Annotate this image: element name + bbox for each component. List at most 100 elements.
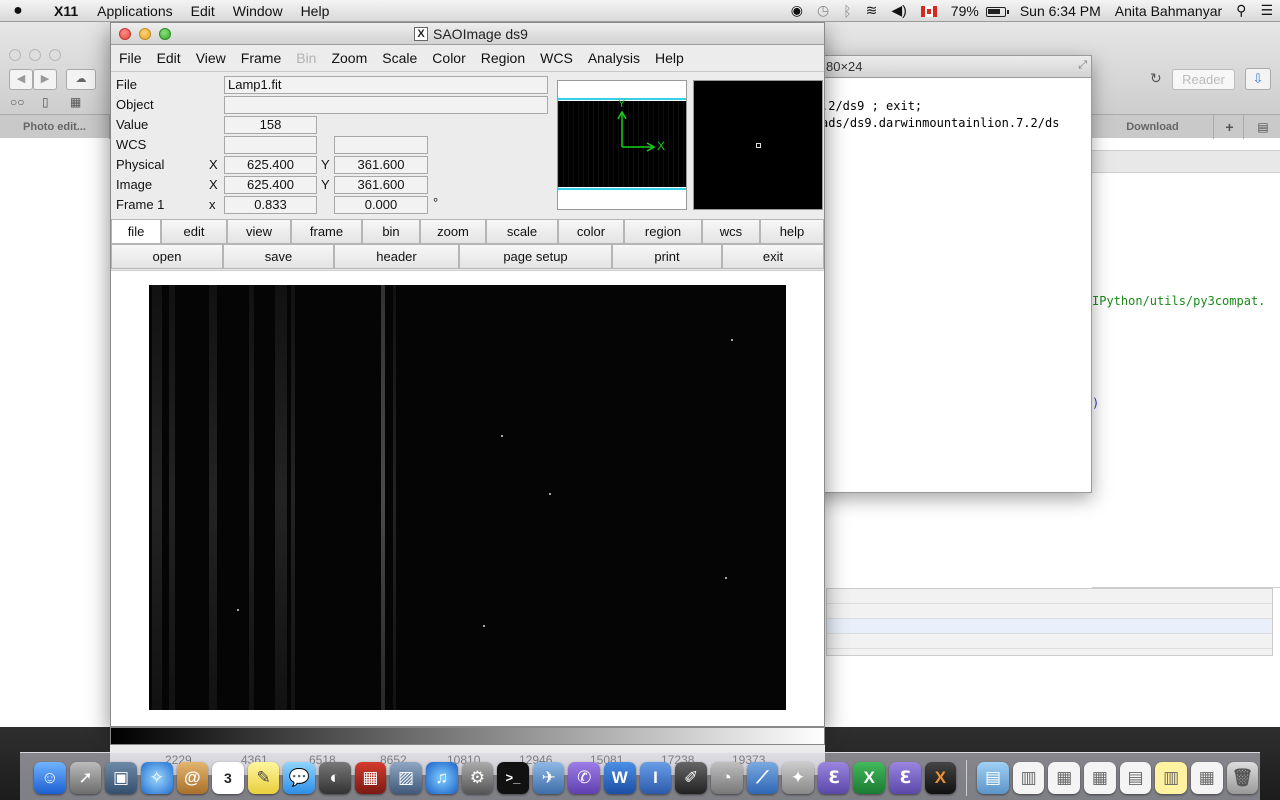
downloads-stack-icon[interactable]: ▤ xyxy=(977,762,1009,794)
fits-image[interactable] xyxy=(149,285,786,710)
keynote-icon[interactable]: ⟋ xyxy=(746,762,779,794)
system-preferences-icon[interactable]: ⚙ xyxy=(461,762,494,794)
safari-icon[interactable]: ✧ xyxy=(140,762,173,794)
emacs2-icon[interactable]: ℇ xyxy=(889,762,921,794)
browser-minimize-button[interactable] xyxy=(29,49,41,61)
btn-file[interactable]: file xyxy=(111,219,161,244)
iphoto-icon[interactable]: ▨ xyxy=(390,762,422,794)
ds9-window[interactable]: X SAOImage ds9 File Edit View Frame Bin … xyxy=(110,22,825,727)
tab-overview-icon[interactable]: ▤ xyxy=(1257,120,1269,134)
btn-header[interactable]: header xyxy=(334,244,459,269)
btn-exit[interactable]: exit xyxy=(722,244,824,269)
word-icon[interactable]: W xyxy=(604,762,636,794)
menu-help[interactable]: Help xyxy=(654,50,684,66)
btn-region[interactable]: region xyxy=(624,219,702,244)
tab-download[interactable]: Download xyxy=(1092,115,1214,139)
x11-icon[interactable]: X xyxy=(924,762,957,794)
photo-icon[interactable]: ▦ xyxy=(354,762,387,794)
btn-bin[interactable]: bin xyxy=(362,219,420,244)
reading-list-icon[interactable]: ○○ xyxy=(10,95,25,109)
documents-stack-icon[interactable]: ▥ xyxy=(1012,762,1045,794)
launchpad-icon[interactable]: ➚ xyxy=(69,762,102,794)
python-icon[interactable]: ✦ xyxy=(782,762,814,794)
documents-stack-icon[interactable]: ▦ xyxy=(1084,762,1116,794)
colorbar[interactable] xyxy=(110,727,825,745)
back-icon[interactable]: ◀ xyxy=(9,69,33,90)
menu-edit[interactable]: Edit xyxy=(190,2,215,19)
menu-scale[interactable]: Scale xyxy=(382,50,418,66)
viber-icon[interactable]: ✆ xyxy=(568,762,600,794)
battery-icon[interactable] xyxy=(985,3,1013,19)
btn-print[interactable]: print xyxy=(612,244,722,269)
time-machine-icon[interactable]: ◷ xyxy=(817,2,830,18)
menu-view[interactable]: View xyxy=(195,50,226,66)
bookmarks-icon[interactable]: ▯ xyxy=(42,95,49,109)
icloud-icon[interactable]: ☁ xyxy=(66,69,96,90)
menu-applications[interactable]: Applications xyxy=(97,2,173,19)
btn-scale[interactable]: scale xyxy=(486,219,558,244)
terminal-icon[interactable]: >_ xyxy=(497,762,529,794)
bluetooth-icon[interactable]: ᛒ xyxy=(843,2,852,19)
menu-window[interactable]: Window xyxy=(232,2,283,19)
downloads-icon[interactable]: ⇩ xyxy=(1245,68,1271,90)
forward-icon[interactable]: ▶ xyxy=(33,69,57,90)
panner[interactable]: Y X xyxy=(557,80,687,210)
notification-center-icon[interactable]: ☰ xyxy=(1260,2,1273,18)
wifi-icon[interactable]: ≋ xyxy=(865,2,878,18)
top-sites-icon[interactable]: ▦ xyxy=(70,95,82,109)
browser-close-button[interactable] xyxy=(9,49,21,61)
menu-edit[interactable]: Edit xyxy=(156,50,181,66)
documents-stack-icon[interactable]: ▦ xyxy=(1048,762,1081,794)
image-canvas[interactable] xyxy=(111,270,824,726)
ds9-titlebar[interactable]: X SAOImage ds9 xyxy=(111,23,824,45)
documents-stack-icon[interactable]: ▦ xyxy=(1190,762,1223,794)
input-source-flag-icon[interactable] xyxy=(914,3,944,19)
photo-booth-icon[interactable]: ◐ xyxy=(319,762,351,794)
browser-zoom-button[interactable] xyxy=(49,49,61,61)
menu-color[interactable]: Color xyxy=(432,50,466,66)
btn-view[interactable]: view xyxy=(227,219,291,244)
btn-page-setup[interactable]: page setup xyxy=(459,244,612,269)
notes-icon[interactable]: ✎ xyxy=(247,762,280,794)
btn-wcs[interactable]: wcs xyxy=(702,219,760,244)
documents-stack-icon[interactable]: ▥ xyxy=(1155,762,1187,794)
minimize-button[interactable] xyxy=(139,28,151,40)
tab-photo-edit[interactable]: Photo edit... xyxy=(0,115,110,139)
terminal-window[interactable]: 80×24 ⤢ .2/ds9 ; exit; ads/ds9.darwinmou… xyxy=(790,55,1092,493)
clock[interactable]: Sun 6:34 PM xyxy=(1019,2,1101,19)
close-button[interactable] xyxy=(119,28,131,40)
reader-button[interactable]: Reader xyxy=(1172,69,1235,90)
zoom-button[interactable] xyxy=(159,28,171,40)
excel-icon[interactable]: X xyxy=(853,762,885,794)
menu-file[interactable]: File xyxy=(119,50,142,66)
itunes-icon[interactable]: ♫ xyxy=(425,762,458,794)
text-edit-icon[interactable]: I xyxy=(639,762,672,794)
new-tab-icon[interactable]: + xyxy=(1216,115,1244,139)
reload-icon[interactable]: ↻ xyxy=(1150,70,1162,86)
btn-zoom[interactable]: zoom xyxy=(420,219,486,244)
messages-icon[interactable]: 💬 xyxy=(283,762,315,794)
contacts-icon[interactable]: @ xyxy=(176,762,209,794)
trash-icon[interactable]: 🗑 xyxy=(1226,762,1259,794)
menu-analysis[interactable]: Analysis xyxy=(587,50,640,66)
menu-wcs[interactable]: WCS xyxy=(540,50,573,66)
pencil-icon[interactable]: ✐ xyxy=(675,762,707,794)
spotlight-icon[interactable]: ⚲ xyxy=(1236,2,1247,18)
btn-edit[interactable]: edit xyxy=(161,219,227,244)
apple-icon[interactable]: ● xyxy=(13,1,23,19)
battery-percent[interactable]: 79% xyxy=(950,2,979,19)
menu-zoom[interactable]: Zoom xyxy=(331,50,368,66)
ds9-icon[interactable]: ◔ xyxy=(710,762,743,794)
menu-help[interactable]: Help xyxy=(300,2,330,19)
documents-stack-icon[interactable]: ▤ xyxy=(1119,762,1152,794)
finder-icon[interactable]: ☺ xyxy=(34,762,66,794)
preview-icon[interactable]: ▣ xyxy=(105,762,137,794)
btn-open[interactable]: open xyxy=(111,244,223,269)
btn-frame[interactable]: frame xyxy=(291,219,362,244)
btn-save[interactable]: save xyxy=(223,244,334,269)
app-menu-x11[interactable]: X11 xyxy=(54,2,79,19)
xcode-icon[interactable]: ✈ xyxy=(532,762,565,794)
fullscreen-icon[interactable]: ⤢ xyxy=(1078,59,1087,71)
menu-region[interactable]: Region xyxy=(480,50,526,66)
viber-status-icon[interactable]: ◉ xyxy=(790,2,803,18)
